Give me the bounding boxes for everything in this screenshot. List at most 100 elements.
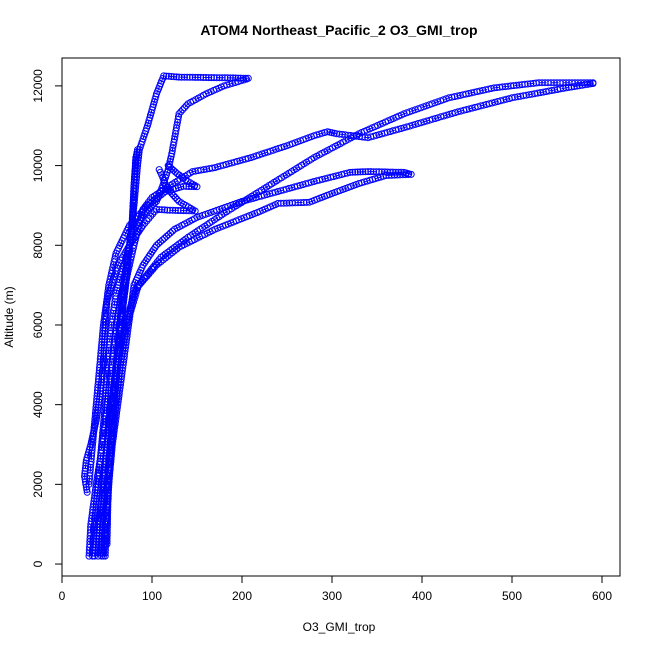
data-point xyxy=(132,155,140,163)
data-point xyxy=(184,100,192,108)
data-point xyxy=(167,73,175,80)
data-point xyxy=(162,254,169,262)
series-2 xyxy=(89,75,250,560)
data-point xyxy=(166,163,174,171)
data-point xyxy=(570,83,578,91)
data-point xyxy=(164,162,172,170)
data-point xyxy=(166,206,174,214)
data-point xyxy=(180,182,187,190)
data-point xyxy=(146,200,154,208)
data-point xyxy=(167,152,175,160)
data-point xyxy=(171,225,178,233)
data-point xyxy=(175,73,183,81)
data-point xyxy=(202,74,210,81)
data-point xyxy=(186,73,194,81)
y-tick-label: 0 xyxy=(31,560,45,567)
data-point xyxy=(168,150,176,158)
data-point xyxy=(167,229,174,237)
data-point xyxy=(180,104,188,112)
data-point xyxy=(171,247,178,255)
data-point xyxy=(150,196,158,204)
data-point xyxy=(356,168,364,176)
data-point xyxy=(171,206,179,214)
data-point xyxy=(155,193,163,201)
data-point xyxy=(82,459,90,467)
data-point xyxy=(199,74,207,81)
data-point xyxy=(139,276,147,284)
data-point xyxy=(126,233,134,241)
data-point xyxy=(126,236,134,244)
data-point xyxy=(160,72,168,80)
data-point xyxy=(103,537,111,545)
data-point xyxy=(354,168,362,176)
data-point xyxy=(93,414,101,422)
data-point xyxy=(224,74,232,82)
x-tick-label: 200 xyxy=(232,589,252,603)
data-point xyxy=(169,206,177,214)
y-tick-label: 12000 xyxy=(31,69,45,103)
data-point xyxy=(159,236,166,244)
data-point xyxy=(143,217,151,225)
data-point xyxy=(218,74,226,82)
data-point xyxy=(141,274,149,282)
data-point xyxy=(153,195,160,202)
series-layer xyxy=(81,72,597,560)
x-tick-label: 400 xyxy=(412,589,432,603)
data-point xyxy=(169,227,176,235)
data-point xyxy=(157,258,165,266)
data-point xyxy=(168,249,176,257)
y-axis: 0 2000 4000 6000 8000 10000 12000 xyxy=(31,69,63,567)
x-tick-label: 500 xyxy=(502,589,522,603)
data-point xyxy=(207,74,215,82)
data-point xyxy=(163,206,171,214)
data-point xyxy=(128,220,136,228)
series-trace xyxy=(97,82,593,557)
data-point xyxy=(158,206,166,214)
y-tick-label: 6000 xyxy=(31,311,45,338)
data-point xyxy=(164,252,172,260)
data-point xyxy=(210,74,218,82)
y-axis-label: Altitude (m) xyxy=(2,286,16,347)
data-point xyxy=(145,270,153,278)
data-point xyxy=(81,464,89,472)
data-point xyxy=(127,228,135,236)
x-tick-label: 600 xyxy=(592,589,612,603)
data-point xyxy=(171,194,179,201)
data-point xyxy=(147,212,155,220)
chart-title: ATOM4 Northeast_Pacific_2 O3_GMI_trop xyxy=(200,22,477,38)
data-point xyxy=(127,225,135,233)
series-trace xyxy=(101,83,594,557)
data-point xyxy=(128,217,136,225)
data-point xyxy=(335,130,343,138)
data-point xyxy=(191,73,199,81)
data-point xyxy=(103,540,111,548)
series-8 xyxy=(101,146,142,560)
data-point xyxy=(170,73,178,81)
data-point xyxy=(216,74,223,82)
data-point xyxy=(171,168,179,176)
data-point xyxy=(367,168,375,176)
data-point xyxy=(194,73,202,81)
series-trace xyxy=(88,75,249,557)
data-point xyxy=(153,261,160,269)
data-point xyxy=(197,73,205,81)
data-point xyxy=(182,102,190,110)
data-point xyxy=(159,256,167,264)
series-trace xyxy=(93,171,412,557)
x-tick-label: 300 xyxy=(322,589,342,603)
data-point xyxy=(153,205,160,213)
data-point xyxy=(155,206,163,214)
data-point xyxy=(151,263,159,271)
data-point xyxy=(140,206,147,214)
data-point xyxy=(175,197,183,205)
data-point xyxy=(162,72,170,80)
data-point xyxy=(133,150,141,158)
data-point xyxy=(128,223,136,231)
data-point xyxy=(155,166,163,174)
data-point xyxy=(178,73,186,81)
data-point xyxy=(165,72,173,80)
x-tick-label: 0 xyxy=(59,589,66,603)
series-4 xyxy=(98,80,597,560)
data-point xyxy=(179,106,187,114)
